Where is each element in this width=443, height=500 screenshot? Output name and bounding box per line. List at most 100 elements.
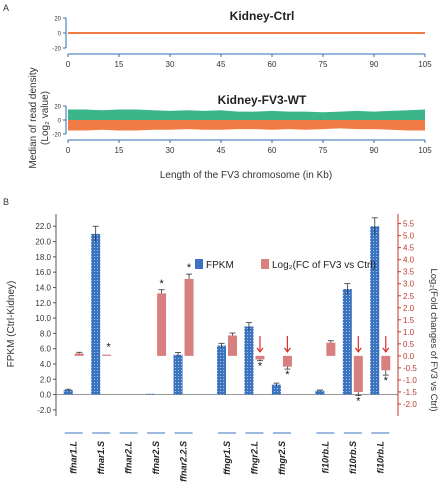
panel-b-letter: B (3, 197, 9, 207)
bar-fpkm (370, 226, 380, 395)
x-tick-label: 0 (66, 146, 71, 155)
bar-fpkm (146, 393, 156, 395)
y2-tick-label: 4.5 (403, 244, 415, 253)
wt-density-area-lower (68, 120, 425, 131)
y2-tick-label: 5.5 (403, 220, 415, 229)
y-tick-label: 18.0 (35, 253, 51, 262)
down-arrow-head (354, 347, 362, 353)
bar-log2fc (381, 355, 391, 371)
x-tick-label: 90 (370, 60, 379, 69)
bar-log2fc (102, 354, 112, 356)
y2-tick-label: -1.0 (403, 376, 417, 385)
legend-label-fpkm: FPKM (206, 260, 234, 271)
y-tick-label: 0 (58, 32, 62, 38)
down-arrow-head (283, 347, 291, 353)
y-tick-label: -2.0 (37, 406, 51, 415)
y-tick-label: 0 (58, 119, 62, 125)
wt-density-area-upper (68, 109, 425, 120)
x-tick-label: 45 (217, 60, 226, 69)
y2-tick-label: 2.5 (403, 292, 415, 301)
down-arrow-head (256, 347, 264, 353)
x-tick-label: 75 (319, 60, 328, 69)
panel-a-ctrl-chart: Kidney-Ctrl 20 0 -20 0 15 30 45 60 75 90 105 (52, 9, 432, 69)
y-tick-label: 20.0 (35, 238, 51, 247)
y2-tick-label: 0.5 (403, 340, 415, 349)
significance-star: * (187, 262, 192, 274)
x-tick-label: 45 (217, 146, 226, 155)
panel-a-wt-chart: Kidney-FV3-WT 20 0 -20 0 15 30 45 60 75 90 105 (52, 93, 432, 155)
panel-a-xlabel: Length of the FV3 chromosome (in Kb) (160, 170, 332, 181)
y2-tick-label: -0.5 (403, 364, 417, 373)
y2-tick-label: -2.0 (403, 400, 417, 409)
x-tick-label: 105 (418, 60, 432, 69)
category-label: ffnar2.S (151, 441, 161, 474)
x-tick-label: 105 (418, 146, 432, 155)
y2-tick-label: 2.0 (403, 304, 415, 313)
y2-tick-label: 0.0 (403, 352, 415, 361)
significance-star: * (107, 342, 112, 354)
y-tick-label: 22.0 (35, 222, 51, 231)
bar-fpkm (63, 389, 73, 395)
panel-b-y2label: Log₂(Fold changes of FV3 vs Ctrl) (428, 268, 439, 411)
category-label: ffnar2.L (124, 441, 134, 474)
bar-fpkm (173, 354, 183, 395)
y2-tick-label: 3.5 (403, 268, 415, 277)
bar-fpkm (91, 233, 101, 395)
significance-star: * (258, 361, 263, 373)
panel-b-ylabel: FPKM (Ctrl-Kidney) (6, 281, 17, 368)
bar-log2fc (326, 342, 336, 356)
significance-star: * (384, 375, 389, 387)
x-tick-label: 30 (166, 146, 175, 155)
significance-star: * (159, 278, 164, 290)
category-label: fi10rb.L (375, 441, 385, 474)
y2-tick-label: 5.0 (403, 232, 415, 241)
bar-fpkm (342, 288, 352, 395)
bar-log2fc (184, 278, 194, 356)
y-tick-label: 10.0 (35, 314, 51, 323)
y-tick-label: 16.0 (35, 268, 51, 277)
panel-b-legend: FPKM Log₂(FC of FV3 vs Ctrl) (195, 259, 376, 271)
bar-log2fc (74, 353, 84, 356)
y-tick-label: 14.0 (35, 283, 51, 292)
category-label: ffngr2.S (277, 441, 287, 475)
bar-log2fc (157, 293, 167, 356)
y-tick-label: 6.0 (40, 345, 52, 354)
legend-swatch-log2 (261, 259, 269, 269)
x-tick-label: 90 (370, 146, 379, 155)
category-label: ffnar1.L (69, 441, 79, 474)
bar-fpkm (315, 390, 325, 395)
significance-star: * (356, 396, 361, 408)
y-tick-label: 4.0 (40, 360, 52, 369)
category-label: fi10rb.S (348, 441, 358, 474)
y2-tick-label: 1.5 (403, 316, 415, 325)
y-tick-label: 8.0 (40, 329, 52, 338)
category-label: fi10rb.L (320, 441, 330, 474)
panel-a-ylabel-sub: (Log₂ value) (40, 91, 51, 145)
y-tick-label: 0.0 (40, 391, 52, 400)
x-tick-label: 15 (115, 146, 124, 155)
y-tick-label: 20 (54, 105, 61, 111)
y2-tick-label: 4.0 (403, 256, 415, 265)
panel-b-chart: -2.0 0.0 2.0 4.0 6.0 8.0 10.0 12.0 14.0 16.0 18.0 2… (35, 214, 417, 482)
x-tick-label: 30 (166, 60, 175, 69)
legend-label-log2: Log₂(FC of FV3 vs Ctrl) (272, 260, 376, 271)
y-tick-label: -20 (52, 133, 61, 139)
x-tick-label: 0 (66, 60, 71, 69)
bar-fpkm (217, 345, 226, 395)
x-tick-label: 15 (115, 60, 124, 69)
y2-tick-label: 1.0 (403, 328, 415, 337)
y2-tick-label: 3.0 (403, 280, 415, 289)
category-label: ffngr2.L (249, 441, 259, 474)
significance-star: * (285, 369, 290, 381)
x-tick-label: 60 (268, 60, 277, 69)
y-tick-label: 20 (54, 17, 61, 23)
bar-log2fc (228, 335, 237, 356)
x-tick-label: 60 (268, 146, 277, 155)
category-label: ffnar1.S (96, 441, 106, 474)
down-arrow-head (382, 347, 390, 353)
panel-a-letter: A (3, 3, 9, 13)
y-tick-label: 2.0 (40, 375, 52, 384)
panel-a-ctrl-title: Kidney-Ctrl (230, 9, 295, 23)
y-tick-label: 12.0 (35, 299, 51, 308)
